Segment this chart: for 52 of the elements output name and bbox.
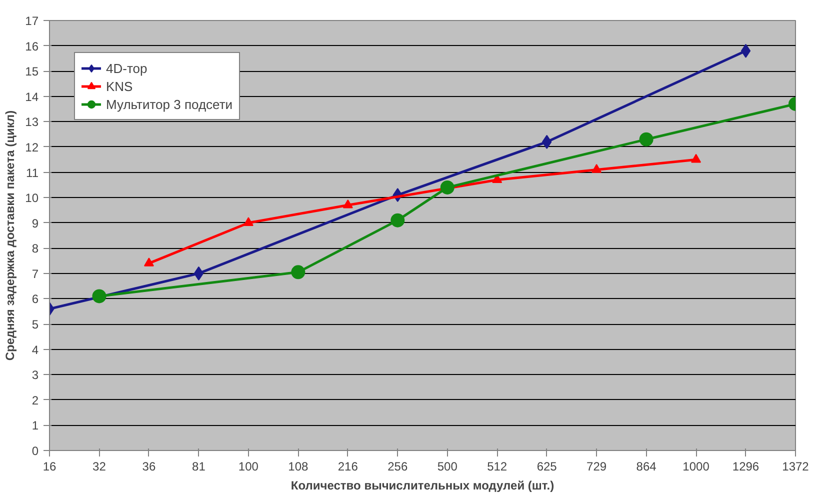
x-tick-label: 729 <box>586 460 607 474</box>
point <box>342 199 353 208</box>
x-tick-label: 864 <box>636 460 657 474</box>
y-tick-label: 11 <box>26 166 39 180</box>
y-tick-label: 3 <box>32 368 39 382</box>
x-tick-label: 81 <box>192 460 206 474</box>
x-tick-label: 100 <box>238 460 259 474</box>
x-tick-label: 36 <box>142 460 156 474</box>
y-tick-label: 14 <box>25 90 39 104</box>
point <box>440 180 454 194</box>
point <box>740 44 751 58</box>
x-tick-label: 1000 <box>682 460 710 474</box>
point <box>592 164 602 173</box>
point <box>492 174 502 183</box>
y-tick-label: 5 <box>32 318 39 332</box>
x-axis-title: Количество вычислительных модулей (шт.) <box>290 478 554 492</box>
point <box>390 213 405 228</box>
y-tick-label: 4 <box>32 342 39 357</box>
y-tick-label: 9 <box>32 216 39 230</box>
x-tick-label: 512 <box>487 460 508 474</box>
point <box>144 258 154 266</box>
x-tick-label: 16 <box>42 460 56 474</box>
x-tick-label: 1372 <box>782 460 810 474</box>
y-axis-title: Средняя задержка доставки пакета (цикл) <box>3 110 18 361</box>
y-tick-label: 1 <box>32 418 39 433</box>
y-tick-label: 0 <box>32 444 39 458</box>
y-tick-label: 15 <box>25 64 39 79</box>
y-tick-label: 12 <box>25 140 39 154</box>
x-tick-label: 216 <box>338 460 358 474</box>
legend-label: Мультитор 3 подсети <box>106 96 233 113</box>
y-tick-label: 8 <box>32 242 39 256</box>
y-tick-label: 7 <box>32 266 39 281</box>
y-tick-label: 16 <box>25 39 39 54</box>
point <box>691 154 702 163</box>
x-tick-label: 32 <box>92 460 106 474</box>
y-tick-label: 17 <box>25 14 39 28</box>
x-tick-label: 1296 <box>732 460 760 474</box>
x-tick-label: 625 <box>536 460 558 474</box>
x-tick-label: 500 <box>437 460 458 474</box>
point <box>243 217 254 226</box>
x-tick-label: 108 <box>288 460 309 474</box>
point <box>291 265 306 280</box>
y-tick-label: 2 <box>32 393 39 408</box>
x-tick-label: 256 <box>388 460 408 474</box>
y-tick-label: 10 <box>25 191 39 206</box>
point <box>639 132 654 146</box>
point <box>194 266 204 280</box>
legend-label: 4D-тор <box>106 60 148 77</box>
y-tick-label: 13 <box>25 115 39 130</box>
y-tick-label: 6 <box>32 292 39 306</box>
legend-label: KNS <box>106 78 133 95</box>
point <box>92 289 106 304</box>
